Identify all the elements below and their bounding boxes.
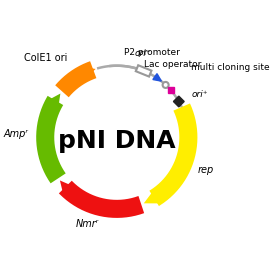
Text: ori⁺: ori⁺ [191, 90, 208, 99]
Text: Ampʳ: Ampʳ [4, 129, 29, 139]
Text: ori⁻: ori⁻ [134, 49, 151, 58]
Text: P2 promoter: P2 promoter [124, 48, 180, 57]
Polygon shape [174, 96, 184, 107]
Text: ColE1 ori: ColE1 ori [24, 53, 67, 63]
Text: Lac operator: Lac operator [144, 60, 201, 69]
Bar [136, 65, 152, 77]
Text: Nmrʳ: Nmrʳ [75, 219, 98, 229]
Polygon shape [153, 74, 161, 81]
Bar [168, 87, 174, 93]
Circle shape [163, 82, 169, 88]
Text: rep: rep [198, 165, 214, 175]
Text: pNI DNA: pNI DNA [58, 129, 176, 153]
Text: multi cloning site: multi cloning site [191, 63, 270, 72]
